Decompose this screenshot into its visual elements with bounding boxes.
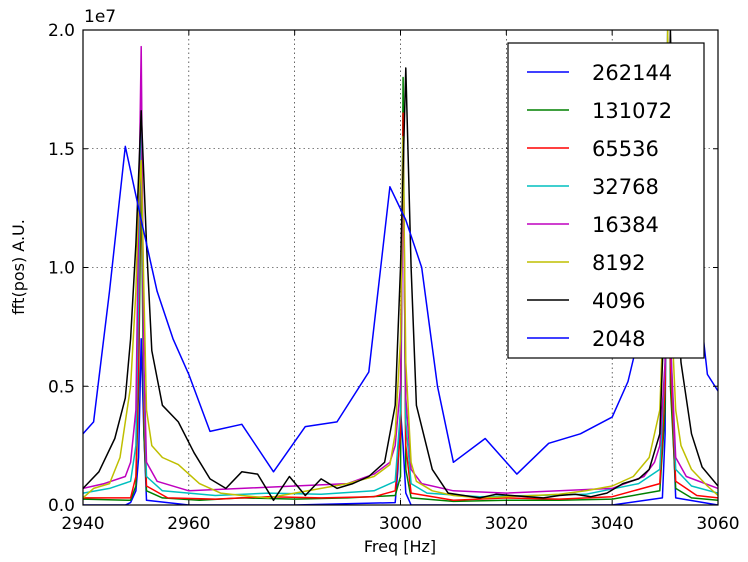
legend: 262144 131072 65536 32768 16384 8192 4096 2048 <box>507 42 705 359</box>
x-tick-label: 3040 <box>591 514 634 534</box>
x-tick-label: 2940 <box>61 514 104 534</box>
legend-label-2048: 2048 <box>592 327 645 351</box>
series-lines <box>83 30 718 505</box>
y-tick-label: 1.5 <box>48 140 75 160</box>
series-line-8192 <box>83 30 718 499</box>
y-tick-label: 1.0 <box>48 259 75 279</box>
y-axis-label: fft(pos) A.U. <box>9 219 28 315</box>
legend-label-32768: 32768 <box>592 175 659 199</box>
x-tick-label: 3020 <box>485 514 528 534</box>
legend-label-4096: 4096 <box>592 289 645 313</box>
x-axis-label: Freq [Hz] <box>364 537 436 556</box>
y-offset-label: 1e7 <box>84 7 116 27</box>
y-tick-label: 0.5 <box>48 377 75 397</box>
y-tick-label: 2.0 <box>48 21 75 41</box>
x-tick-label: 3060 <box>696 514 739 534</box>
axis-ticks: 2940 2960 2980 3000 3020 3040 3060 0.0 0.5 1.0 1.5… <box>48 21 740 534</box>
legend-box <box>507 42 705 359</box>
y-tick-label: 0.0 <box>48 496 75 516</box>
x-tick-label: 3000 <box>379 514 422 534</box>
legend-label-8192: 8192 <box>592 251 645 275</box>
x-tick-label: 2980 <box>273 514 316 534</box>
series-line-4096 <box>83 30 718 502</box>
legend-label-16384: 16384 <box>592 213 659 237</box>
legend-label-262144: 262144 <box>592 61 672 85</box>
legend-label-131072: 131072 <box>592 99 672 123</box>
legend-label-65536: 65536 <box>592 137 659 161</box>
series-line-16384 <box>83 45 718 494</box>
x-tick-label: 2960 <box>167 514 210 534</box>
